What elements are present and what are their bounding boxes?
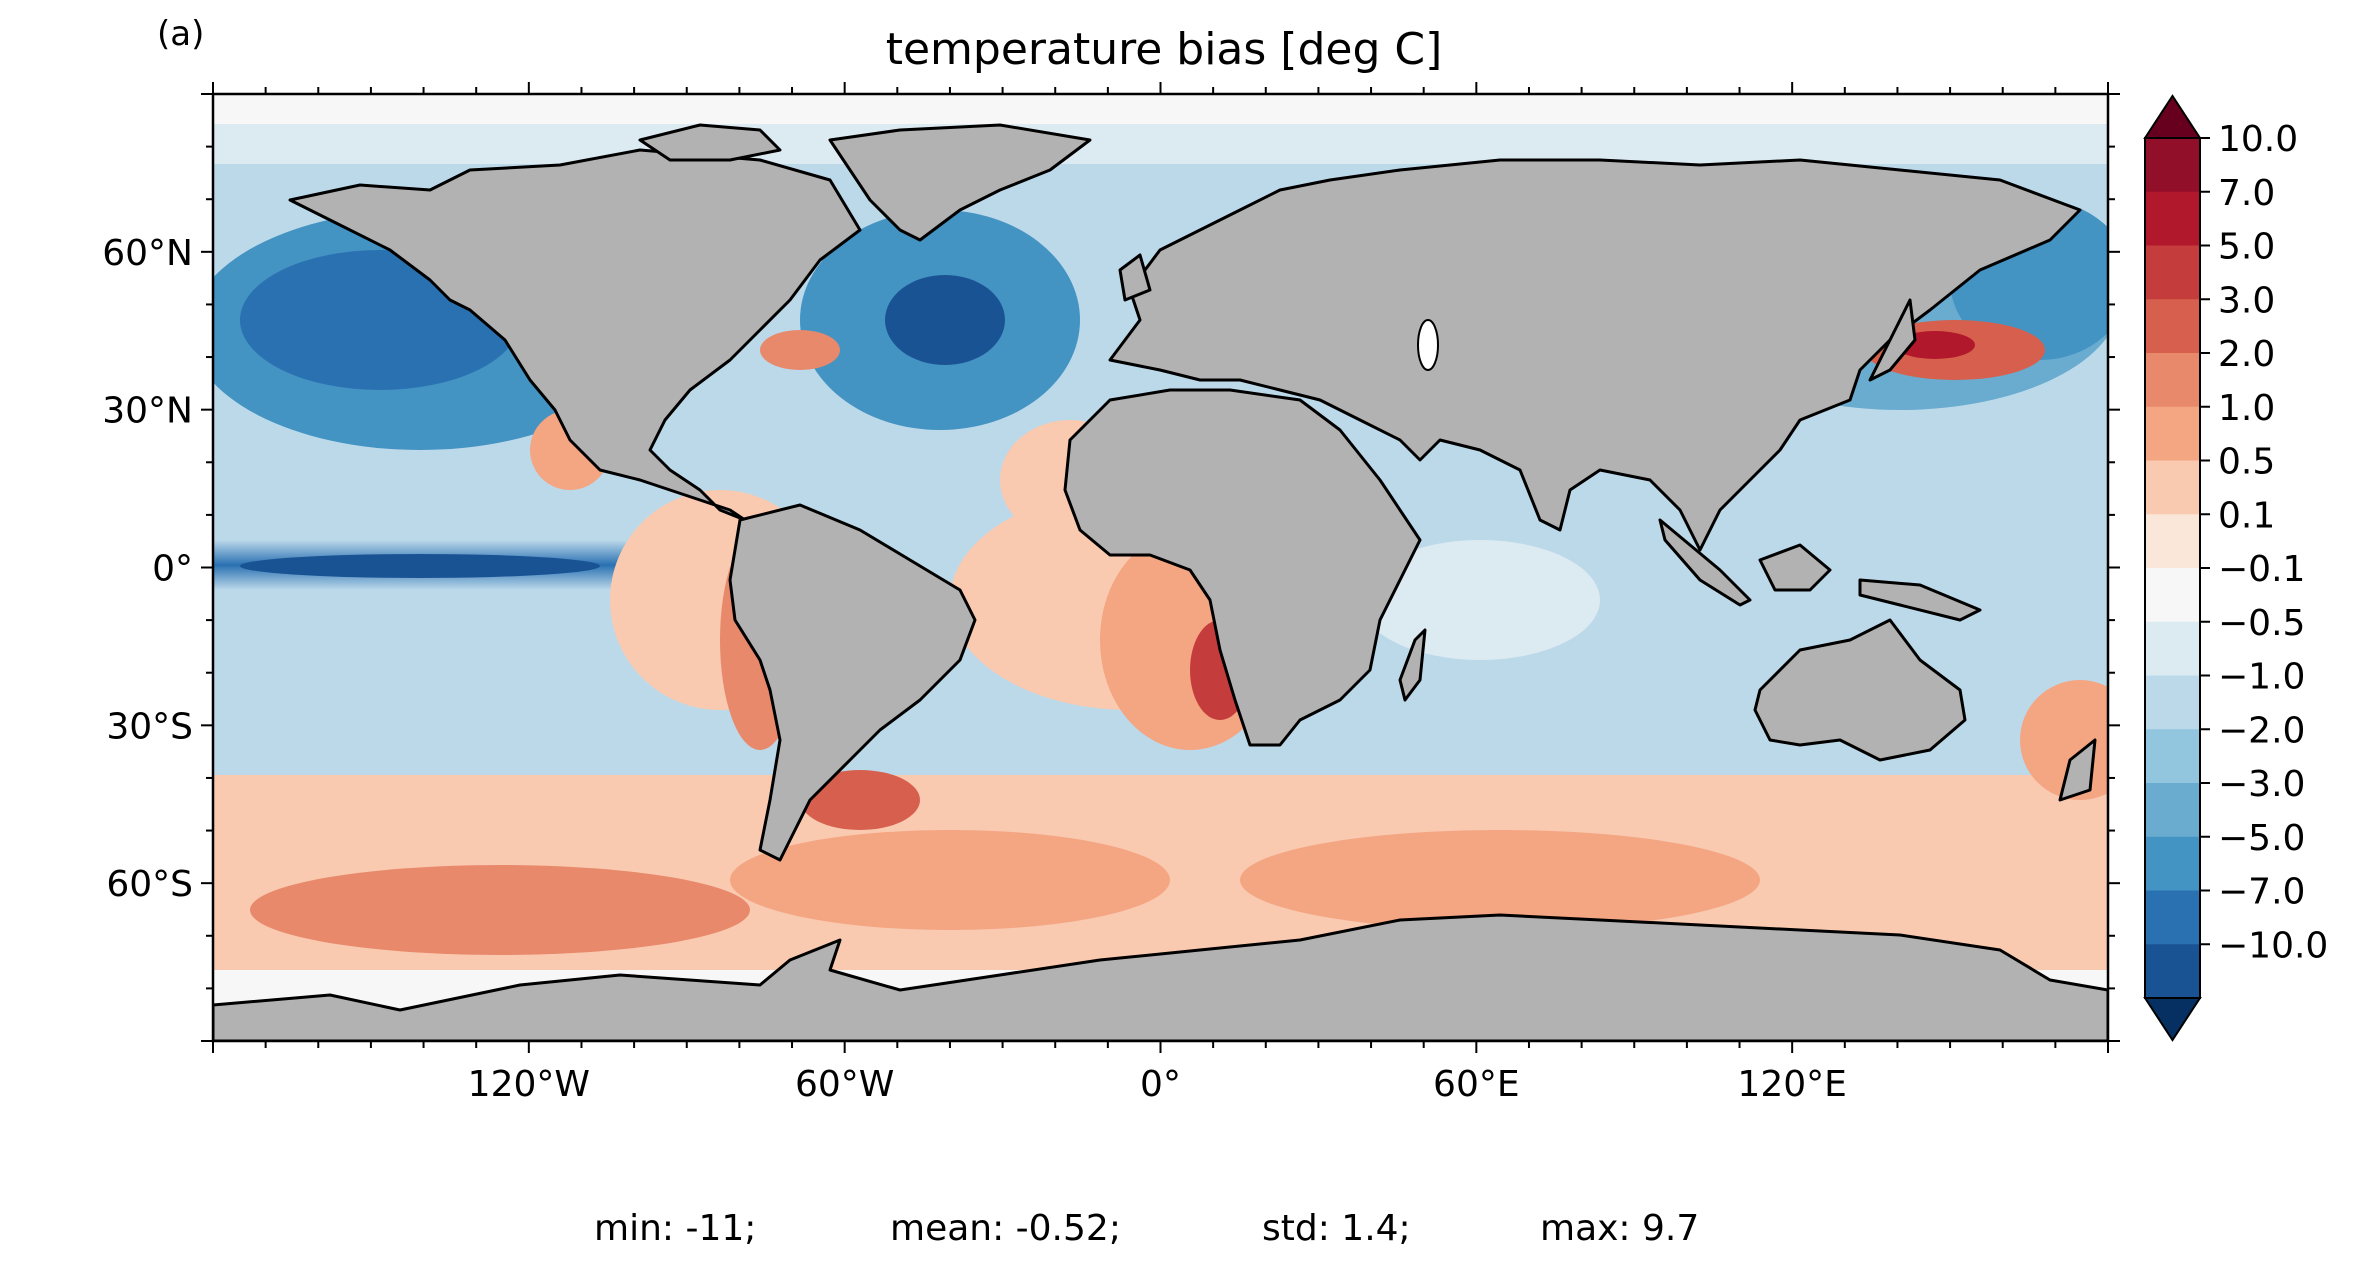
- japan: [1868, 298, 1917, 382]
- uk: [1118, 253, 1152, 302]
- colorbar-segment: [2145, 890, 2200, 945]
- colorbar-label: 5.0: [2218, 227, 2275, 268]
- colorbar-segment: [2145, 460, 2200, 515]
- greenland: [828, 123, 1092, 242]
- north-atlantic-core: [885, 275, 1005, 365]
- africa: [1063, 388, 1422, 747]
- colorbar-segment: [2145, 245, 2200, 300]
- colorbar-segment: [2145, 191, 2200, 246]
- longitude-axis: 120°W 60°W 0° 60°E 120°E: [212, 82, 2109, 1105]
- colorbar-label: 2.0: [2218, 334, 2275, 375]
- colorbar-label: −1.0: [2218, 657, 2305, 698]
- colorbar-label: −0.5: [2218, 603, 2305, 644]
- colorbar-label: −0.1: [2218, 549, 2305, 590]
- south-america: [728, 503, 977, 862]
- colorbar-segment: [2145, 353, 2200, 408]
- colorbar-segment: [2145, 836, 2200, 891]
- colorbar-label: −2.0: [2218, 710, 2305, 751]
- colorbar-label: 0.5: [2218, 442, 2275, 483]
- map-field: [213, 94, 2108, 1041]
- lat-tick-label: 30°N: [102, 391, 193, 432]
- southern-ocean-indian: [1240, 830, 1760, 930]
- colorbar-segment: [2145, 621, 2200, 676]
- lat-tick-label: 60°S: [106, 864, 193, 905]
- lon-tick-label: 0°: [1140, 1064, 1181, 1105]
- land-masses: [213, 123, 2108, 1041]
- colorbar-segment: [2145, 299, 2200, 354]
- colorbar-label: 10.0: [2218, 119, 2298, 160]
- gulf-stream-warm: [760, 330, 840, 370]
- borneo: [1758, 543, 1832, 592]
- colorbar-label: −7.0: [2218, 872, 2305, 913]
- caspian-sea: [1417, 319, 1439, 371]
- colorbar-under-extend: [2143, 997, 2202, 1042]
- eurasia: [1108, 158, 2082, 552]
- colorbar-segment: [2145, 514, 2200, 569]
- malvinas-warm: [800, 770, 920, 830]
- lon-tick-label: 60°W: [795, 1064, 894, 1105]
- indian-ocean-neutral: [1360, 540, 1600, 660]
- latitude-axis: 60°N 30°N 0° 30°S 60°S: [102, 93, 2120, 1042]
- lon-tick-label: 120°W: [468, 1064, 590, 1105]
- colorbar-label: 1.0: [2218, 388, 2275, 429]
- map-title: temperature bias [deg C]: [886, 24, 1443, 75]
- colorbar-label: −3.0: [2218, 764, 2305, 805]
- new-zealand: [2058, 738, 2097, 802]
- sumatra: [1658, 518, 1752, 607]
- australia: [1753, 618, 1967, 762]
- colorbar-label: −5.0: [2218, 818, 2305, 859]
- lon-tick-label: 120°E: [1737, 1064, 1846, 1105]
- colorbar-segment: [2145, 944, 2200, 999]
- stat-std: std: 1.4;: [1262, 1208, 1411, 1249]
- southern-ocean-pacific: [250, 865, 750, 955]
- colorbar-label: −10.0: [2218, 925, 2328, 966]
- colorbar-label: 0.1: [2218, 495, 2275, 536]
- colorbar-label: 3.0: [2218, 280, 2275, 321]
- lat-tick-label: 0°: [152, 549, 193, 590]
- southern-ocean-atlantic: [730, 830, 1170, 930]
- arctic-islands: [638, 123, 782, 162]
- colorbar-segment: [2145, 568, 2200, 623]
- lon-tick-label: 60°E: [1433, 1064, 1520, 1105]
- colorbar-segment: [2145, 406, 2200, 461]
- stat-mean: mean: -0.52;: [890, 1208, 1121, 1249]
- lat-tick-label: 60°N: [102, 233, 193, 274]
- new-guinea: [1858, 578, 1982, 622]
- arctic-zero-band: [213, 94, 2108, 124]
- antarctica: [213, 913, 2108, 1041]
- panel-label: (a): [157, 14, 204, 54]
- lat-tick-label: 30°S: [106, 706, 193, 747]
- colorbar-over-extend: [2143, 94, 2202, 139]
- colorbar-segment: [2145, 783, 2200, 838]
- colorbar-segment: [2145, 729, 2200, 784]
- stat-max: max: 9.7: [1540, 1208, 1699, 1249]
- stats-line: min: -11; mean: -0.52; std: 1.4; max: 9.…: [594, 1208, 1699, 1249]
- stat-min: min: -11;: [594, 1208, 756, 1249]
- madagascar: [1398, 628, 1427, 702]
- colorbar-label: 7.0: [2218, 173, 2275, 214]
- colorbar-segment: [2145, 675, 2200, 730]
- colorbar: 10.0 7.0 5.0 3.0 2.0 1.0 0.5 0.1 −0.1 −0.5 −1.0 −2.…: [2143, 94, 2328, 1042]
- cold-tongue-core: [240, 554, 600, 578]
- colorbar-segment: [2145, 138, 2200, 193]
